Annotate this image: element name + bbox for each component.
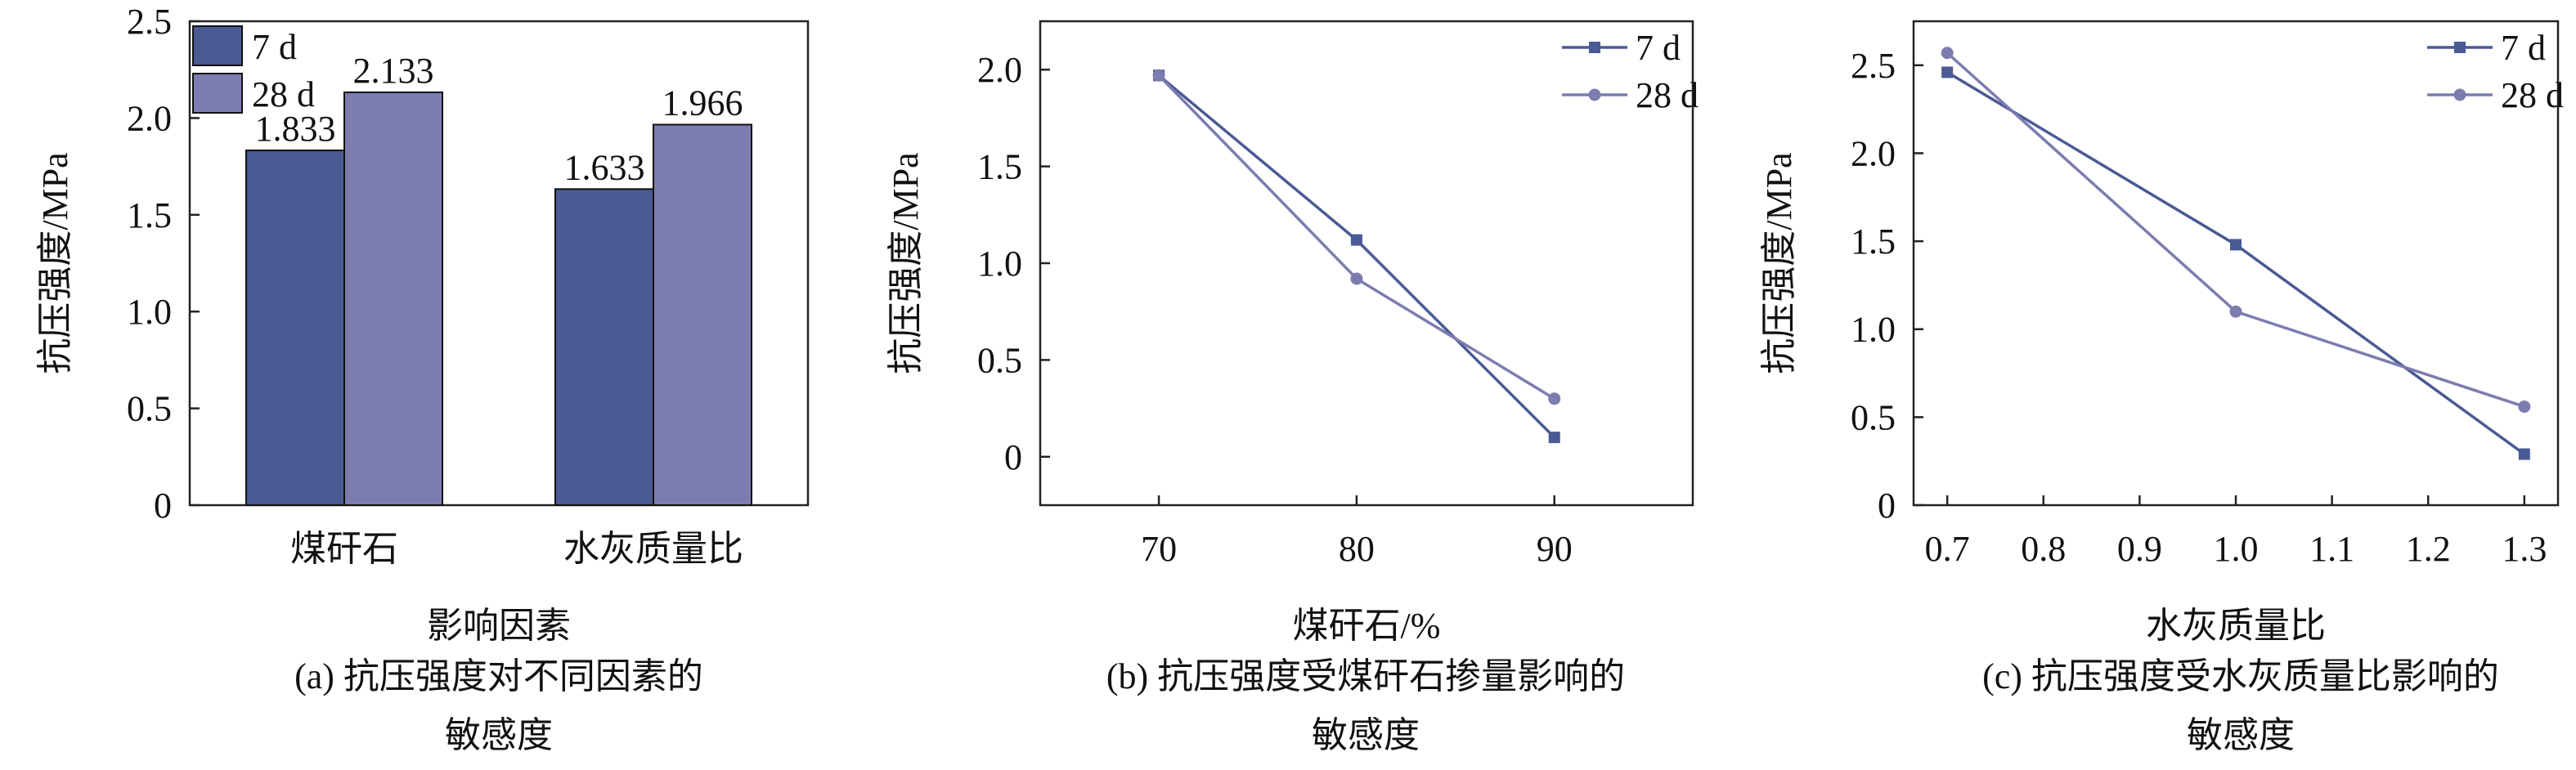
y-tick-label: 2.0 [977,50,1022,90]
y-tick-label: 0.5 [1851,397,1896,437]
bar-data-label: 1.966 [662,83,743,123]
bar-28d [343,91,443,506]
bar-data-label: 2.133 [353,51,434,91]
x-tick-label: 80 [1339,529,1375,569]
data-point-28d [2518,400,2531,413]
x-axis-label: 影响因素 [427,606,571,646]
panel-b-line-chart: 0 0.5 1.0 1.5 2.0 抗压强度/MPa 煤矸石/% (b) 抗压强度受煤矸石掺量… [886,20,1699,755]
data-point-7d [1548,432,1560,444]
legend-swatch [192,73,243,114]
x-category-label: 水灰质量比 [563,529,743,569]
y-tick-label: 0 [1004,437,1022,477]
data-point-28d [1548,392,1561,405]
caption-line: (b) 抗压强度受煤矸石掺量影响的 [1106,656,1625,696]
legend-label: 7 d [2501,28,2546,68]
panel-c-line-chart: 0 0.5 1.0 1.5 2.0 2.5 抗压强度/MPa 水灰质量比 (c) 抗压强度受水灰… [1759,20,2564,755]
caption-line: 敏感度 [445,715,553,755]
y-tick-label: 1.5 [977,147,1022,187]
bar-7d [245,149,345,507]
legend-label: 28 d [252,74,315,114]
legend-swatch [192,25,243,66]
caption-line: 敏感度 [1312,715,1420,755]
data-point-28d [2229,305,2242,318]
data-point-7d [2518,448,2530,460]
y-tick-label: 2.5 [1851,46,1896,86]
y-axis-label: 抗压强度/MPa [1759,152,1799,374]
y-tick-label: 1.5 [1851,222,1896,262]
data-point-7d [1941,66,1954,78]
caption-line: (c) 抗压强度受水灰质量比影响的 [1982,656,2499,696]
panel-a-bar-chart: 0 0.5 1.0 1.5 2.0 2.5 抗压强度/MPa 影响因素 (a) 抗压强度对不同因… [35,2,810,755]
legend-label: 28 d [2501,75,2564,115]
caption-line: (a) 抗压强度对不同因素的 [294,656,703,696]
x-tick-label: 0.7 [1925,529,1970,569]
bar-7d [554,188,654,506]
y-tick-label: 1.0 [127,292,172,332]
legend-marker [1588,88,1601,101]
x-tick-label: 1.2 [2406,529,2451,569]
x-category-label: 煤矸石 [290,529,398,569]
y-axis-label: 抗压强度/MPa [886,152,926,374]
y-axis-label: 抗压强度/MPa [35,152,75,374]
x-tick-label: 1.0 [2214,529,2259,569]
x-tick-label: 70 [1141,529,1177,569]
series-line-7d [1157,74,1555,439]
y-tick-label: 0.5 [977,340,1022,380]
bar-data-label: 1.833 [255,109,336,149]
y-tick-label: 1.0 [977,244,1022,284]
bar-28d [653,123,752,506]
y-tick-label: 2.0 [1851,133,1896,173]
y-tick-label: 2.0 [127,98,172,138]
y-tick-label: 0 [154,486,172,526]
x-tick-label: 0.8 [2021,529,2066,569]
x-tick-label: 1.1 [2309,529,2354,569]
legend-marker [1589,42,1600,53]
plot-frame [188,20,810,507]
y-tick-label: 1.5 [127,195,172,235]
y-tick-label: 1.0 [1851,310,1896,350]
caption-line: 敏感度 [2187,715,2295,755]
legend-label: 7 d [252,27,297,67]
series-line-28d [1945,51,2525,409]
x-axis-label: 煤矸石/% [1293,606,1441,646]
x-axis-label: 水灰质量比 [2146,606,2326,646]
y-tick-label: 0 [1878,486,1896,526]
x-tick-label: 90 [1537,529,1573,569]
x-tick-label: 1.3 [2502,529,2547,569]
x-tick-label: 0.9 [2117,529,2162,569]
data-point-7d [2230,239,2242,251]
legend-marker [2454,42,2466,53]
legend-marker [2453,88,2466,101]
data-point-28d [1152,69,1165,82]
y-tick-label: 0.5 [127,389,172,429]
data-point-28d [1350,272,1363,285]
bar-data-label: 1.633 [564,147,645,187]
legend-label: 28 d [1636,75,1699,115]
data-point-28d [1941,47,1954,60]
data-point-7d [1350,234,1362,246]
y-tick-label: 2.5 [127,2,172,42]
legend-label: 7 d [1636,28,1681,68]
